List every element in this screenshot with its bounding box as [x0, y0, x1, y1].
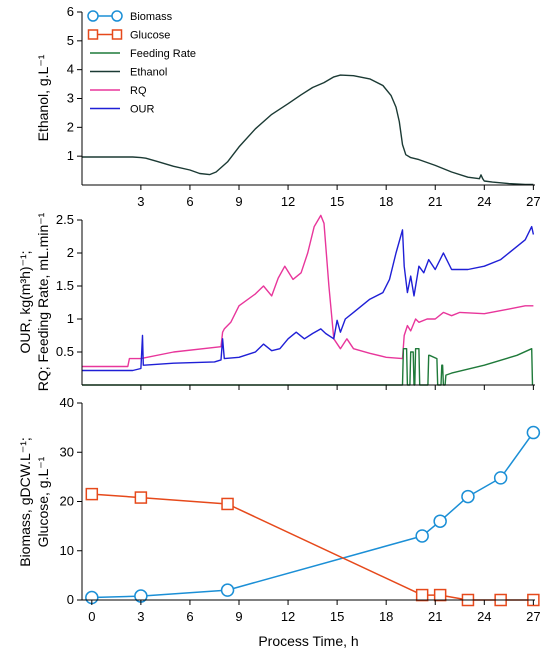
y-tick-label: 3: [67, 91, 74, 106]
legend-item-ethanol: Ethanol: [90, 67, 167, 79]
legend-marker: [111, 10, 123, 22]
x-tick-label: 0: [88, 609, 95, 624]
x-tick-label: 24: [477, 609, 491, 624]
y-tick-label: 4: [67, 62, 74, 77]
y-tick-label: 10: [60, 543, 74, 558]
x-tick-label: 12: [281, 609, 295, 624]
x-axis-title: Process Time, h: [258, 633, 358, 649]
series-line-glucose: [91, 493, 534, 601]
glucose-point: [221, 497, 234, 511]
y-tick-label: 40: [60, 395, 74, 410]
x-tick-label: 15: [330, 194, 344, 209]
series-line-rq: [82, 214, 534, 368]
x-tick-label: 18: [379, 194, 393, 209]
x-tick-label: 27: [526, 609, 540, 624]
y-tick-label: 1.5: [56, 278, 74, 293]
legend-item-rq: RQ: [90, 85, 147, 97]
legend-item-feeding-rate: Feeding Rate: [90, 48, 196, 60]
y-tick-label: 1: [67, 311, 74, 326]
y-tick-label: 2.5: [56, 212, 74, 227]
glucose-point: [415, 588, 429, 602]
legend-label: Glucose: [130, 30, 170, 42]
x-tick-label: 6: [186, 609, 193, 624]
legend-label: Ethanol: [130, 67, 167, 79]
legend-label: OUR: [130, 104, 155, 116]
glucose-point: [85, 487, 99, 501]
x-tick-label: 15: [330, 609, 344, 624]
x-tick-label: 9: [235, 194, 242, 209]
biomass-point: [493, 471, 508, 485]
legend-label: Feeding Rate: [130, 48, 196, 60]
legend-item-our: OUR: [90, 104, 155, 116]
series-line-ethanol: [82, 74, 534, 186]
biomass-glucose-panel: 0 10 20 30 40 0 3 6 9 12 15 18 21 24 27 Biomass, gDCW.…: [17, 395, 541, 649]
legend-marker: [111, 29, 123, 40]
x-tick-label: 27: [526, 194, 540, 209]
y-tick-label: 0: [67, 592, 74, 607]
y-tick-label: 0.5: [56, 344, 74, 359]
x-tick-label: 18: [379, 609, 393, 624]
rq-feeding-y-axis-title: RQ; Feeding Rate, mL.min⁻¹: [35, 212, 51, 391]
biomass-point: [461, 489, 475, 504]
y-tick-label: 5: [67, 33, 74, 48]
x-tick-label: 9: [235, 609, 242, 624]
our-rq-axes: 0.5 1 1.5 2 2.5: [56, 212, 535, 390]
y-tick-label: 2: [67, 119, 74, 134]
y-tick-label: 20: [60, 494, 74, 509]
series-line-feeding-rate: [82, 348, 534, 386]
biomass-point: [220, 583, 235, 597]
biomass-glucose-axes: 0 10 20 30 40 0 3 6 9 12 15 18 21 24 27: [60, 395, 541, 624]
legend-item-glucose: Glucose: [87, 29, 170, 42]
x-tick-label: 12: [281, 194, 295, 209]
legend-item-biomass: Biomass: [87, 10, 173, 23]
series-line-biomass: [91, 432, 535, 599]
x-tick-label: 21: [428, 194, 442, 209]
x-tick-label: 24: [477, 194, 491, 209]
x-tick-label: 3: [137, 609, 144, 624]
glucose-y-axis-title: Glucose, g.L⁻¹: [35, 456, 51, 547]
legend-marker: [87, 29, 99, 40]
y-tick-label: 30: [60, 444, 74, 459]
glucose-point: [134, 491, 148, 504]
biomass-point: [526, 425, 541, 440]
y-tick-label: 6: [67, 4, 74, 19]
x-tick-label: 6: [186, 194, 193, 209]
series-line-our: [82, 225, 535, 372]
y-tick-label: 2: [67, 245, 74, 260]
legend-label: RQ: [130, 85, 147, 97]
ethanol-y-axis-title: Ethanol, g.L⁻¹: [35, 54, 51, 141]
biomass-y-axis-title: Biomass, gDCW.L⁻¹;: [17, 437, 33, 567]
biomass-point: [415, 529, 429, 543]
our-rq-panel: 0.5 1 1.5 2 2.5 OUR, kg(m³h)⁻¹; RQ; Feeding …: [17, 212, 535, 391]
our-rq-series-layer: [82, 214, 535, 386]
ethanol-series-layer: [82, 74, 534, 186]
legend: Biomass Glucose Feeding Rate Ethanol RQ OUR: [87, 10, 196, 116]
biomass-point: [433, 514, 447, 528]
our-y-axis-title: OUR, kg(m³h)⁻¹;: [17, 250, 33, 353]
y-tick-label: 1: [67, 148, 74, 163]
legend-marker: [87, 10, 99, 22]
legend-label: Biomass: [130, 11, 173, 23]
glucose-point: [433, 588, 447, 602]
biomass-glucose-series-layer: [85, 425, 541, 607]
x-tick-label: 3: [137, 194, 144, 209]
x-tick-label: 21: [428, 609, 442, 624]
